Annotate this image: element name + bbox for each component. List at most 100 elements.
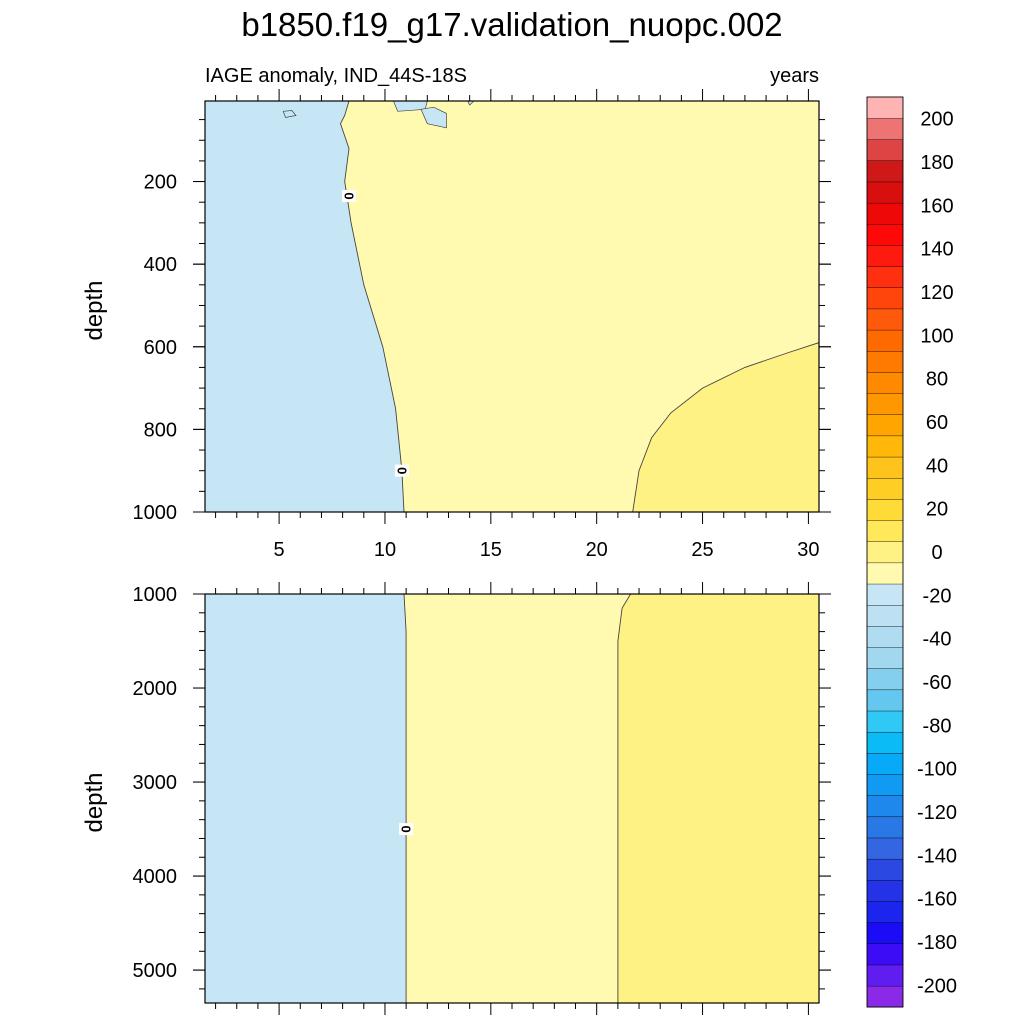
colorbar-swatch: [866, 160, 904, 183]
contour-line-10: [632, 342, 819, 512]
colorbar-swatch: [866, 710, 904, 733]
colorbar-label: 0: [931, 542, 942, 564]
x-tick-label: 20: [586, 539, 608, 561]
colorbar-swatch: [866, 795, 904, 818]
contour-label: 0: [394, 464, 409, 477]
colorbar-swatch: [866, 244, 904, 267]
panel-subtitle-right: years: [770, 65, 819, 87]
contour-line-0: [403, 594, 407, 1003]
contour-label-text: 0: [342, 192, 357, 199]
colorbar-swatch: [866, 520, 904, 542]
y-tick-label: 1000: [133, 584, 178, 606]
colorbar-label: 40: [926, 455, 948, 477]
colorbar-swatch: [866, 943, 904, 966]
contour-island: [282, 110, 297, 118]
colorbar-label: 80: [926, 369, 948, 391]
colorbar-swatch: [866, 858, 904, 881]
colorbar-label: 100: [920, 325, 953, 347]
colorbar-swatch: [866, 139, 904, 161]
y-tick-label: 800: [144, 419, 177, 441]
colorbar-label: -140: [917, 845, 957, 867]
y-axis-label: depth: [81, 280, 108, 340]
x-tick-label: 10: [374, 539, 396, 561]
y-tick-label: 2000: [133, 678, 178, 700]
colorbar-swatch: [866, 837, 904, 860]
y-tick-label: 200: [144, 172, 177, 194]
colorbar-swatch: [866, 223, 904, 246]
x-tick-label: 30: [797, 539, 819, 561]
colorbar-swatch: [866, 117, 904, 140]
plot-panels: 005 10 15 20 25 302004006008001000depth010002…: [81, 89, 831, 1015]
y-tick-label: 1000: [133, 502, 178, 524]
contour-island: [420, 106, 447, 129]
colorbar-swatch: [866, 752, 904, 775]
region-negative: [205, 101, 404, 512]
colorbar-label: -180: [917, 932, 957, 954]
colorbar-swatch: [866, 477, 904, 500]
colorbar-swatch: [866, 287, 904, 310]
region-positive-high: [632, 342, 819, 512]
colorbar-swatch: [866, 435, 904, 458]
colorbar-swatch: [866, 266, 904, 288]
contour-island: [467, 101, 475, 106]
colorbar-label: -60: [923, 672, 952, 694]
y-tick-label: 600: [144, 337, 177, 359]
region-positive-high: [617, 594, 819, 1003]
colorbar-label: -80: [923, 715, 952, 737]
y-tick-label: 4000: [133, 866, 178, 888]
colorbar-swatch: [866, 498, 904, 521]
panel-subtitle-left: IAGE anomaly, IND_44S-18S: [205, 65, 467, 87]
colorbar-swatch: [866, 985, 904, 1008]
plot-area: 0: [205, 594, 819, 1003]
colorbar-swatch: [866, 604, 904, 627]
y-tick-label: 400: [144, 254, 177, 276]
contour-line-0: [340, 101, 405, 512]
colorbar-swatch: [866, 202, 904, 225]
panel-lower: 0 1000 2000 3000 4000 5000 depth: [81, 582, 831, 1015]
colorbar-label: 60: [926, 412, 948, 434]
colorbar-swatch: [866, 329, 904, 352]
contour-label: 0: [342, 190, 357, 202]
colorbar-swatch: [866, 922, 904, 945]
colorbar-swatch: [866, 774, 904, 796]
region-negative: [205, 594, 407, 1003]
colorbar-swatch: [866, 181, 904, 204]
contour-label-text: 0: [399, 825, 414, 832]
colorbar: -200-180-160-140-120-100-80-60-40-200204…: [866, 96, 957, 1008]
colorbar-label: 20: [926, 499, 948, 521]
y-tick-label: 5000: [133, 960, 178, 982]
colorbar-label: -120: [917, 802, 957, 824]
colorbar-swatch: [866, 964, 904, 987]
y-axis-label: depth: [81, 772, 108, 832]
colorbar-swatch: [866, 689, 904, 712]
contour-label-text: 0: [394, 467, 409, 474]
colorbar-swatch: [866, 541, 904, 564]
colorbar-label: -100: [917, 759, 957, 781]
colorbar-label: 120: [920, 282, 953, 304]
colorbar-swatch: [866, 625, 904, 648]
colorbar-label: 160: [920, 195, 953, 217]
colorbar-swatch: [866, 371, 904, 394]
y-tick-label: 3000: [133, 772, 178, 794]
colorbar-swatch: [866, 583, 904, 606]
colorbar-label: 140: [920, 239, 953, 261]
colorbar-swatch: [866, 668, 904, 691]
colorbar-swatch: [866, 456, 904, 479]
colorbar-label: -20: [923, 585, 952, 607]
colorbar-swatch: [866, 647, 904, 669]
colorbar-swatch: [866, 731, 904, 754]
contour-line-10: [617, 594, 631, 1003]
colorbar-swatch: [866, 96, 904, 119]
contour-label: 0: [399, 823, 414, 836]
colorbar-frame: [866, 96, 904, 1008]
colorbar-swatch: [866, 350, 904, 373]
colorbar-swatch: [866, 308, 904, 331]
colorbar-swatch: [866, 900, 904, 923]
colorbar-label: -160: [917, 889, 957, 911]
plot-area: 00: [205, 101, 819, 512]
x-tick-label: 15: [480, 539, 502, 561]
colorbar-swatch: [866, 816, 904, 839]
x-tick-label: 25: [691, 539, 713, 561]
